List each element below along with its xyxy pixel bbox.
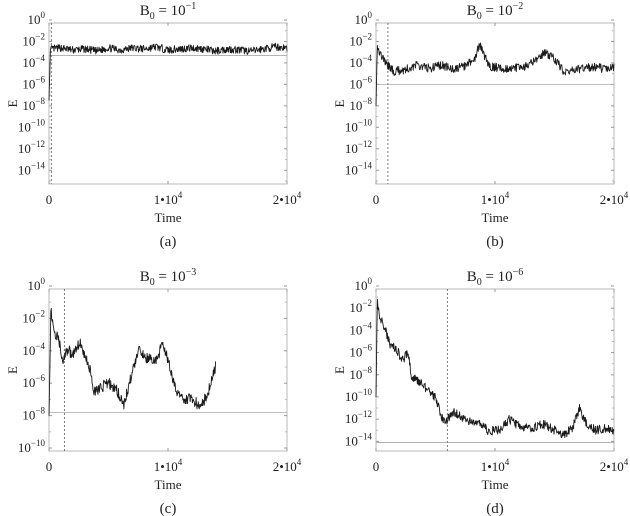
chart-title: B0 = 10−6: [467, 267, 524, 288]
y-tick-label: 10−2: [349, 31, 372, 48]
x-axis-label: Time: [482, 210, 509, 225]
y-tick-label: 10−6: [22, 373, 45, 390]
y-tick-label: 10−4: [22, 53, 45, 70]
chart-a: B0 = 10−1 100 10−2 10−4 10−6 10−8 10−10 10−12 10…: [5, 1, 302, 250]
y-tick-label: 10−10: [18, 117, 46, 134]
y-tick-label: 10−2: [22, 31, 45, 48]
y-tick-label: 10−4: [349, 53, 372, 70]
x-axis-label: Time: [155, 210, 182, 225]
y-axis-label: E: [332, 366, 347, 374]
y-tick-label: 10−10: [345, 387, 373, 404]
y-tick-label: 10−2: [22, 308, 45, 325]
panel-caption: (b): [486, 234, 504, 250]
panel-c: B0 = 10−3 100 10−2 10−4 10−6 10−8 10−10 0 1•104 2…: [0, 0, 315, 516]
panel-b: B0 = 10−2 100 10−2 10−4 10−6 10−8 10−10 10−12 10…: [0, 0, 629, 258]
x-tick-label: 0: [373, 192, 380, 207]
y-tick-label: 10−8: [349, 96, 372, 113]
chart-title: B0 = 10−2: [467, 1, 524, 22]
x-tick-label: 2•104: [600, 457, 629, 474]
y-tick-label: 10−14: [18, 160, 46, 177]
y-tick-label: 100: [28, 276, 46, 293]
panel-caption: (d): [486, 501, 504, 516]
x-tick-label: 0: [46, 192, 53, 207]
x-tick-label: 1•104: [481, 457, 510, 474]
y-tick-label: 10−14: [345, 431, 373, 448]
y-tick-label: 10−6: [22, 74, 45, 91]
y-tick-label: 10−8: [22, 96, 45, 113]
chart-b: B0 = 10−2 100 10−2 10−4 10−6 10−8 10−10 10−12 10…: [332, 1, 629, 250]
energy-trace: [375, 298, 615, 439]
x-tick-label: 2•104: [273, 190, 302, 207]
panel-caption: (c): [160, 501, 177, 516]
x-tick-label: 1•104: [481, 190, 510, 207]
y-tick-label: 10−8: [22, 406, 45, 423]
x-axis-label: Time: [482, 477, 509, 492]
y-axis-label: E: [332, 99, 347, 107]
x-tick-label: 1•104: [154, 190, 183, 207]
y-tick-label: 10−8: [349, 365, 372, 382]
x-axis-label: Time: [155, 477, 182, 492]
y-tick-label: 100: [355, 10, 373, 27]
y-tick-label: 10−6: [349, 343, 372, 360]
x-tick-label: 0: [373, 459, 380, 474]
chart-title: B0 = 10−3: [140, 267, 197, 288]
x-tick-label: 1•104: [154, 457, 183, 474]
y-tick-label: 100: [355, 276, 373, 293]
y-tick-label: 100: [28, 10, 46, 27]
x-tick-label: 2•104: [273, 457, 302, 474]
energy-trace: [375, 42, 615, 106]
x-tick-label: 0: [46, 459, 53, 474]
x-tick-label: 2•104: [600, 190, 629, 207]
y-tick-label: 10−10: [18, 438, 46, 455]
energy-trace: [48, 42, 288, 101]
chart-title: B0 = 10−1: [140, 1, 197, 22]
y-tick-label: 10−2: [349, 298, 372, 315]
y-tick-label: 10−4: [22, 341, 45, 358]
panel-caption: (a): [160, 234, 177, 250]
y-tick-label: 10−12: [345, 139, 372, 156]
chart-c: B0 = 10−3 100 10−2 10−4 10−6 10−8 10−100 1•104 2…: [5, 267, 302, 516]
y-axis-label: E: [5, 99, 20, 107]
y-tick-label: 10−12: [18, 139, 45, 156]
plot-frame: [375, 288, 615, 452]
energy-trace: [48, 308, 217, 416]
y-tick-label: 10−12: [345, 409, 372, 426]
y-axis-label: E: [5, 366, 20, 374]
y-tick-label: 10−14: [345, 160, 373, 177]
y-tick-label: 10−6: [349, 74, 372, 91]
panel-a: B0 = 10−1 100 10−2 10−4 10−6 10−8 10−10 10−12 10…: [0, 0, 315, 258]
y-tick-label: 10−10: [345, 117, 373, 134]
y-tick-label: 10−4: [349, 320, 372, 337]
